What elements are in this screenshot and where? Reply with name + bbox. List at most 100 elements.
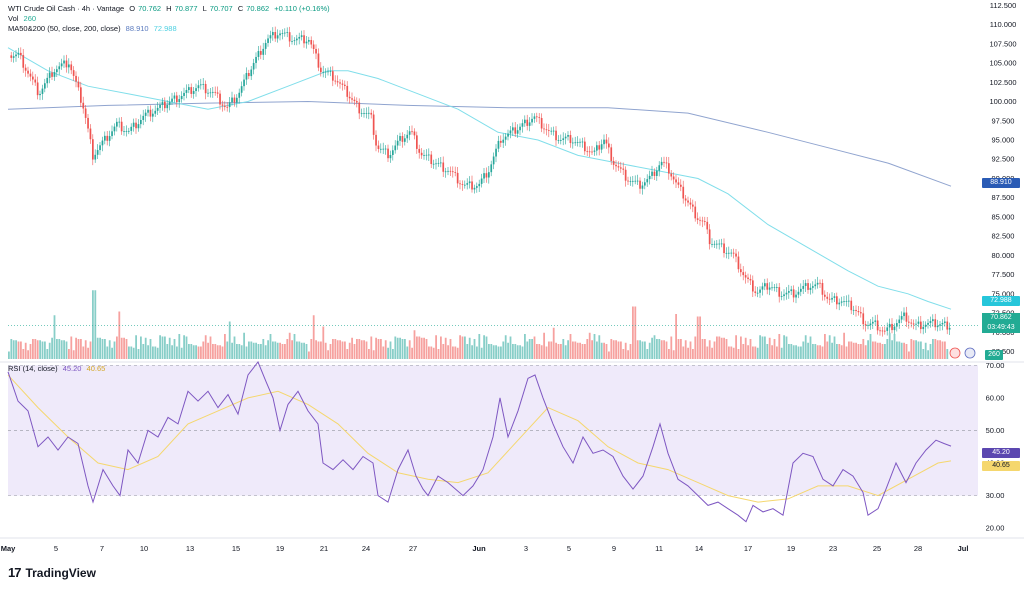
volume-bar [540,345,543,359]
candle-body [735,253,737,257]
volume-bar [303,342,305,359]
volume-bar [519,345,521,359]
volume-bar [308,351,310,359]
candle-body [905,312,908,322]
volume-bar [579,342,581,359]
volume-bar [154,346,157,359]
volume-bar [219,345,221,359]
volume-bar [108,340,111,359]
candle-body [627,180,629,182]
candle-body [322,71,325,73]
rsi-tag: 45.20 [982,448,1020,458]
volume-bar [848,341,850,359]
candle-body [130,126,133,131]
volume-bar [862,339,865,359]
candle-body [46,77,49,84]
volume-bar [792,345,795,359]
price-tick-label: 85.000 [992,212,1015,221]
volume-bar [524,334,526,359]
volume-bar [764,336,766,359]
candle-body [39,93,41,96]
candle-body [512,127,514,131]
candle-body [140,120,142,125]
volume-bar [867,340,869,359]
candle-body [303,35,305,44]
candle-body [764,283,766,287]
volume-bar [113,341,116,359]
candle-body [92,139,94,160]
volume-bar [346,349,349,359]
candle-body [704,221,706,222]
volume-bar [713,341,716,359]
candle-body [293,40,296,42]
volume-bar [516,345,519,359]
candle-body [312,44,315,49]
volume-bar [932,339,934,359]
volume-bar [387,347,389,359]
rsi-tick-label: 30.00 [986,491,1005,500]
volume-bar [495,345,497,359]
candle-body [687,200,689,203]
volume-bar [692,349,694,359]
volume-bar [574,341,577,359]
candle-body [800,288,802,292]
volume-bar [936,340,939,359]
candle-body [545,129,548,131]
candle-body [207,92,209,94]
ma50-price-tag: 72.988 [982,296,1020,306]
candle-body [399,136,401,141]
volume-bar [500,346,502,359]
volume-bar [375,337,377,359]
volume-bar [694,336,697,359]
time-tick-label: 24 [362,544,370,553]
candle-body [752,280,754,292]
volume-bar [291,340,293,359]
volume-bar [908,351,910,359]
candle-body [816,282,819,285]
volume-bar [171,345,173,359]
volume-bar [39,340,41,359]
candle-body [166,104,169,109]
vol-value: 260 [23,14,37,23]
volume-bar [459,335,461,359]
candle-body [17,52,20,55]
volume-bar [51,337,53,359]
volume-bar [389,341,392,359]
volume-bar [123,337,125,359]
time-tick-label: Jun [472,544,486,553]
candle-body [872,321,874,324]
volume-bar [600,342,603,359]
candle-body [848,300,850,302]
candle-body [836,296,838,305]
candle-body [264,42,267,49]
candle-body [488,172,490,178]
volume-bar [471,345,473,359]
volume-bar [646,349,649,359]
ma50-line [7,47,952,310]
ma200-price-tag: 88.910 [982,178,1020,188]
volume-bar [668,349,670,359]
volume-bar [449,339,452,359]
candle-body [209,92,212,94]
candle-body [305,41,308,44]
volume-bar [243,332,245,359]
candle-body [411,131,413,133]
tradingview-logo[interactable]: 17 TradingView [8,565,96,580]
time-tick-label: 3 [524,544,528,553]
volume-bar [252,342,255,359]
volume-bar [444,337,447,359]
volume-bar [617,341,620,359]
volume-bar [423,337,425,359]
candle-body [336,81,339,83]
volume-bar [749,339,752,359]
volume-bar [512,344,514,359]
low-label: L [202,4,207,13]
price-tick-label: 107.500 [989,39,1016,48]
volume-bar [886,339,889,359]
volume-bar [116,336,118,359]
time-tick-label: 10 [140,544,148,553]
volume-bar [672,350,675,359]
volume-bar [888,332,891,359]
candle-body [82,102,85,109]
